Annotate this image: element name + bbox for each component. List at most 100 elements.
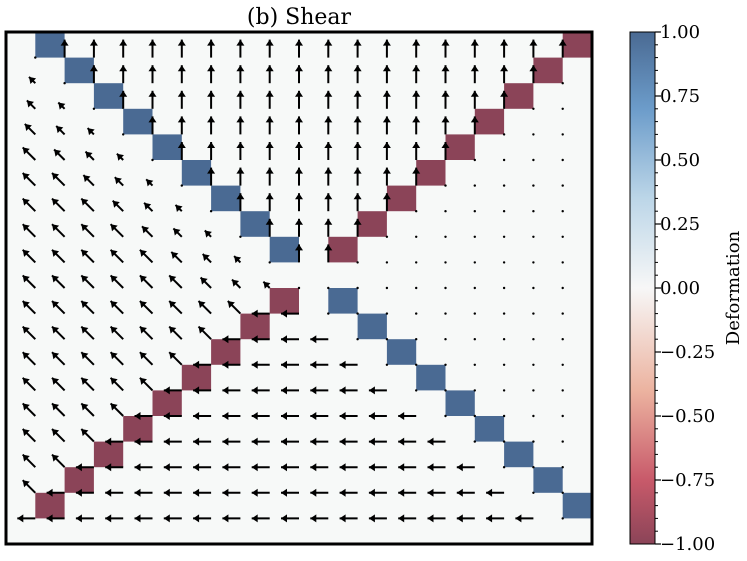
vector-dot [532, 133, 535, 136]
vector-head [265, 167, 274, 174]
vector-arrow [310, 488, 329, 497]
vector-head [353, 65, 362, 72]
vector-arrow [415, 312, 418, 315]
vector-head [169, 326, 177, 334]
vector-head [148, 90, 157, 97]
plot-area [6, 32, 592, 544]
vector-head [339, 386, 346, 395]
vector-head [110, 275, 118, 283]
vector-arrow [515, 514, 534, 523]
chart-title: (b) Shear [247, 5, 352, 30]
vector-dot [502, 261, 506, 264]
vector-dot [356, 261, 359, 264]
vector-arrow [412, 65, 421, 84]
vector-head [26, 100, 34, 108]
vector-head [112, 200, 120, 208]
positive-deformation-cell [562, 492, 592, 519]
vector-dot [415, 210, 418, 213]
vector-head [339, 514, 346, 523]
vector-head [382, 90, 391, 97]
vector-head [368, 488, 375, 497]
vector-arrow [55, 125, 66, 136]
vector-head [227, 301, 235, 309]
vector-head [58, 102, 66, 110]
vector-head [207, 90, 216, 97]
vector-arrow [57, 101, 66, 110]
vector-dot [415, 261, 418, 264]
vector-head [427, 463, 434, 472]
vector-arrow [502, 184, 506, 187]
vector-dot [415, 312, 418, 315]
vector-arrow [197, 300, 212, 315]
vector-head [295, 90, 303, 97]
vector-arrow [193, 463, 212, 472]
vector-dot [532, 389, 535, 392]
vector-dot [561, 261, 564, 264]
vector-head [281, 309, 287, 318]
vector-head [324, 193, 333, 200]
vector-arrow [532, 261, 535, 264]
vector-arrow [561, 158, 564, 162]
vector-head [222, 360, 229, 369]
vector-arrow [532, 133, 535, 136]
vector-arrow [295, 65, 303, 84]
vector-head [368, 463, 375, 472]
vector-arrow [222, 386, 241, 395]
vector-arrow [80, 325, 95, 340]
vector-head [52, 326, 60, 334]
vector-arrow [532, 389, 535, 392]
vector-head [22, 326, 30, 334]
vector-head [281, 437, 287, 446]
negative-deformation-cell [474, 108, 505, 135]
vector-head [251, 437, 258, 446]
vector-arrow [148, 90, 157, 109]
vector-arrow [207, 167, 216, 186]
vector-head [22, 480, 30, 488]
positive-deformation-cell [474, 416, 505, 442]
vector-arrow [310, 463, 329, 472]
vector-arrow [532, 286, 535, 290]
vector-arrow [209, 210, 213, 213]
vector-head [353, 193, 362, 200]
vector-head [281, 514, 287, 523]
vector-arrow [281, 360, 299, 369]
vector-head [295, 142, 303, 148]
vector-arrow [356, 338, 359, 341]
vector-arrow [168, 325, 183, 340]
vector-head [119, 65, 128, 72]
vector-arrow [21, 479, 37, 494]
vector-head [251, 412, 258, 420]
vector-dot [561, 210, 564, 213]
vector-dot [444, 312, 447, 315]
vector-head [398, 488, 405, 497]
vector-arrow [163, 437, 182, 446]
vector-arrow [339, 360, 358, 369]
vector-head [441, 39, 450, 46]
vector-arrow [89, 65, 98, 84]
vector-arrow [134, 514, 153, 523]
vector-arrow [353, 218, 362, 237]
vector-arrow [444, 338, 447, 341]
vector-head [398, 463, 405, 472]
vector-head [398, 437, 405, 446]
vector-dot [532, 466, 535, 469]
vector-head [251, 386, 258, 395]
vector-dot [268, 261, 271, 264]
vector-head [236, 90, 245, 97]
vector-arrow [251, 309, 270, 318]
vector-dot [561, 158, 564, 162]
vector-arrow [444, 414, 447, 418]
vector-dot [532, 312, 535, 315]
vector-head [236, 167, 245, 174]
vector-head [193, 463, 200, 472]
vector-head [54, 149, 62, 157]
vector-arrow [295, 90, 303, 109]
vector-head [412, 142, 421, 148]
vector-dot [502, 133, 506, 136]
vector-head [81, 429, 89, 437]
vector-arrow [427, 463, 446, 472]
vector-head [177, 39, 186, 46]
vector-arrow [427, 514, 446, 523]
vector-arrow [561, 414, 564, 418]
vector-arrow [324, 65, 333, 84]
